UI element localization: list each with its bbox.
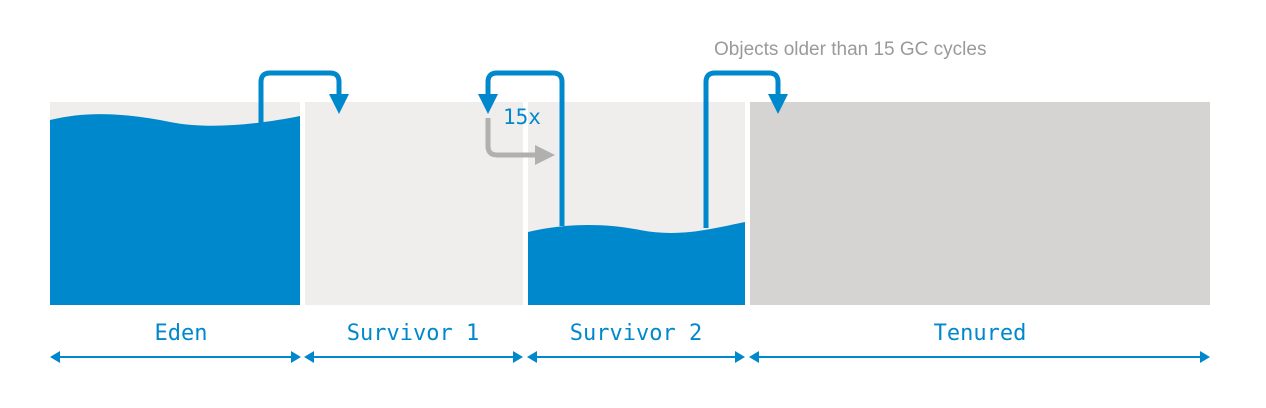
tenured-span-line — [749, 351, 1210, 363]
tenured-label: Tenured — [934, 321, 1027, 346]
survivor1-label: Survivor 1 — [347, 321, 479, 346]
eden-label: Eden — [155, 321, 208, 346]
cycle-count-label: 15x — [503, 105, 541, 129]
tenured-region — [750, 102, 1210, 305]
aging-loop-arrow — [485, 118, 555, 165]
eden-to-survivor1-arrow — [258, 70, 349, 124]
survivor2-fill — [528, 222, 745, 305]
survivor2-span-line — [527, 351, 745, 363]
survivor2-to-survivor1-arrow — [478, 70, 565, 226]
eden-fill — [50, 114, 300, 305]
promotion-note: Objects older than 15 GC cycles — [714, 39, 986, 60]
survivor2-label: Survivor 2 — [570, 321, 702, 346]
eden-span-line — [50, 351, 301, 363]
promotion-arrow — [703, 70, 788, 228]
survivor1-span-line — [304, 351, 523, 363]
